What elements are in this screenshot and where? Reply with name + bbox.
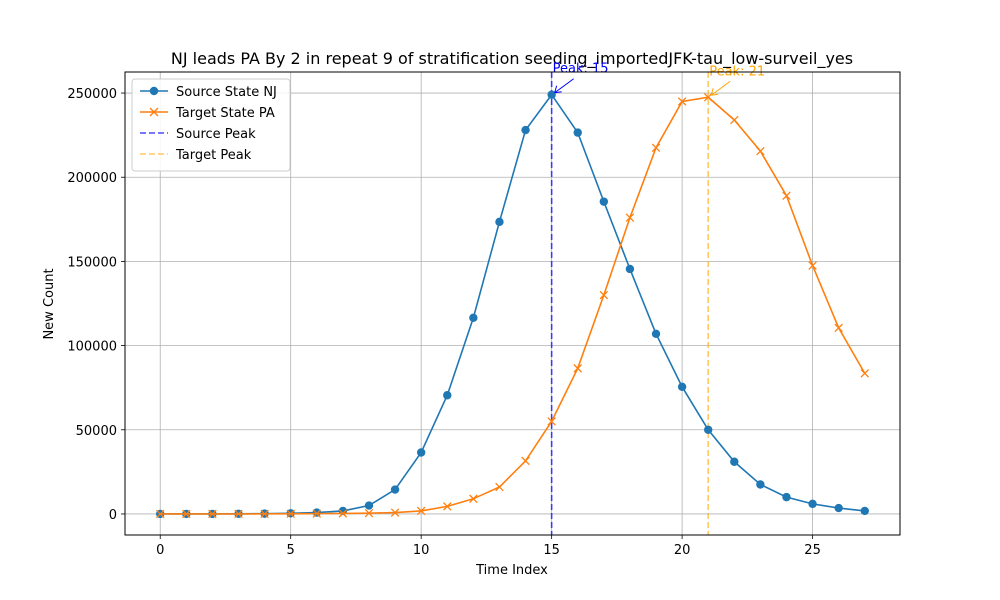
annotation-arrowhead	[554, 85, 562, 94]
data-point	[495, 217, 504, 227]
legend: Source State NJ Target State PA Source Pea…	[131, 78, 291, 172]
data-point	[703, 92, 713, 102]
x-tick-label: 20	[674, 543, 691, 558]
legend-marker	[149, 86, 159, 96]
annotation-arrow	[710, 80, 731, 96]
data-point	[469, 494, 478, 504]
data-point	[338, 509, 348, 518]
data-point	[782, 492, 791, 502]
data-point	[443, 391, 452, 400]
legend-label: Target State PA	[175, 106, 275, 121]
data-point	[234, 509, 243, 519]
data-point	[860, 369, 870, 378]
legend-entry: Source Peak	[140, 127, 256, 142]
y-tick-label: 200000	[67, 171, 117, 186]
axis-ticks: 0 5 10 15 20 25 0 50000 100000 150000 200000 250000	[67, 87, 820, 558]
plot-frame	[124, 71, 901, 536]
series-target	[155, 92, 870, 519]
data-point	[182, 509, 191, 519]
data-point	[651, 143, 661, 153]
data-point	[260, 509, 269, 519]
series	[155, 90, 870, 519]
legend-entry: Target Peak	[140, 148, 252, 163]
data-point	[495, 482, 504, 492]
data-point	[677, 97, 687, 106]
x-tick-label: 10	[413, 543, 430, 558]
x-tick-label: 5	[287, 543, 295, 558]
data-point	[730, 457, 739, 466]
data-point	[208, 509, 217, 519]
legend-marker	[149, 107, 159, 117]
data-point	[521, 125, 530, 135]
data-point	[808, 261, 817, 270]
data-point	[782, 191, 791, 201]
y-tick-label: 0	[109, 508, 117, 523]
y-tick-label: 150000	[67, 255, 117, 270]
data-point	[573, 364, 582, 373]
data-point	[155, 509, 165, 519]
legend-box	[131, 78, 291, 172]
data-point	[808, 499, 817, 509]
data-point	[521, 456, 530, 466]
x-axis-label: Time Index	[475, 563, 548, 578]
data-point	[312, 508, 321, 517]
data-point	[756, 480, 765, 489]
data-point	[625, 264, 635, 274]
data-point	[704, 425, 713, 434]
data-point	[834, 503, 843, 513]
peak-annotation: Peak: 15	[553, 62, 609, 77]
y-tick-label: 50000	[76, 424, 117, 439]
y-tick-label: 250000	[67, 87, 117, 102]
data-point	[730, 115, 739, 125]
data-point	[390, 508, 400, 517]
data-point	[547, 90, 556, 99]
data-point	[312, 509, 322, 518]
annotation-arrowhead	[710, 88, 719, 96]
data-point	[443, 502, 452, 511]
data-point	[416, 506, 426, 516]
data-point	[834, 323, 843, 333]
data-point	[625, 213, 635, 222]
legend-label: Target Peak	[175, 148, 252, 163]
x-tick-label: 25	[804, 543, 821, 558]
legend-entry: Source State NJ	[140, 85, 277, 100]
x-tick-label: 0	[156, 543, 164, 558]
data-point	[469, 313, 478, 323]
data-point	[677, 382, 687, 392]
data-point	[364, 508, 374, 518]
data-point	[599, 197, 609, 206]
legend-entry: Target State PA	[140, 106, 275, 121]
data-point	[547, 417, 556, 426]
data-point	[286, 509, 295, 519]
x-tick-label: 15	[543, 543, 560, 558]
data-point	[651, 329, 661, 339]
chart-title: NJ leads PA By 2 in repeat 9 of stratifi…	[171, 49, 853, 69]
data-point	[860, 506, 869, 516]
annotation-arrow	[554, 78, 574, 94]
reference-lines	[550, 72, 710, 535]
data-point	[756, 146, 765, 156]
data-point	[599, 290, 609, 300]
y-tick-label: 100000	[67, 340, 117, 355]
legend-label: Source Peak	[176, 127, 256, 142]
data-point	[390, 485, 400, 494]
data-point	[573, 128, 582, 137]
data-point	[416, 448, 426, 457]
series-line	[160, 96, 866, 515]
y-axis-label: New Count	[42, 268, 57, 339]
legend-label: Source State NJ	[176, 85, 277, 100]
data-point	[364, 501, 374, 510]
